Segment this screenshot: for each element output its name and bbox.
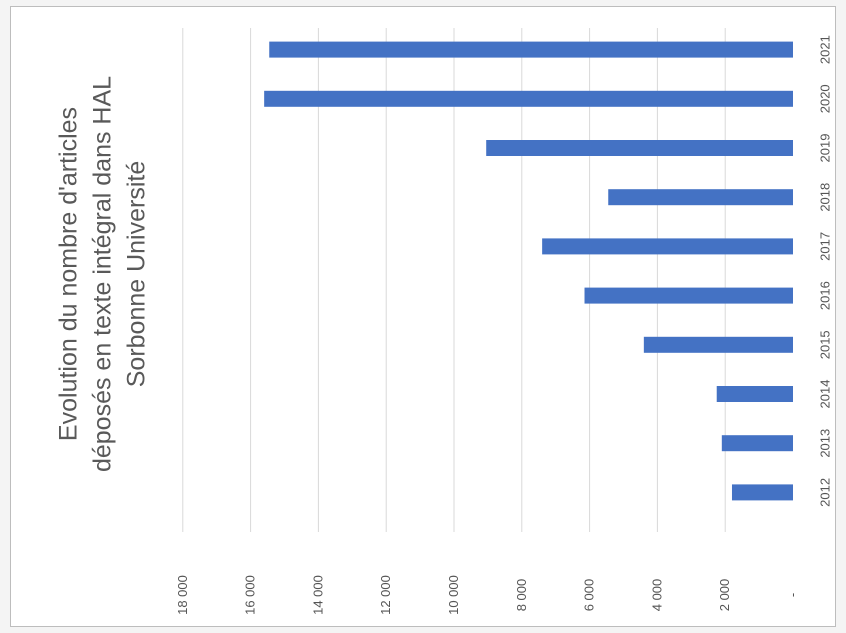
category-label-2012: 2012 (817, 478, 832, 507)
chart-title-line-2: déposés en texte intégral dans HAL (89, 76, 117, 472)
value-tick-label: 10 000 (446, 575, 461, 615)
category-label-2013: 2013 (817, 429, 832, 458)
value-tick-label: 12 000 (378, 575, 393, 615)
category-label-2016: 2016 (817, 281, 832, 310)
bar-2015 (643, 336, 793, 353)
bar-2019 (486, 140, 793, 156)
value-tick-label: 18 000 (175, 575, 190, 615)
value-tick-label: 6 000 (582, 579, 597, 612)
category-axis-ticks: 2012 2013 2014 2015 2016 2017 2018 2019 2020 2021 (817, 35, 832, 507)
category-label-2017: 2017 (817, 232, 832, 261)
value-tick-label: 2 000 (717, 579, 732, 612)
value-tick-label: - (785, 593, 800, 597)
category-label-2015: 2015 (817, 330, 832, 359)
category-label-2021: 2021 (817, 35, 832, 64)
value-tick-label: 16 000 (243, 575, 258, 615)
chart-title-line-1: Evolution du nombre d'articles (55, 107, 83, 441)
value-tick-label: 8 000 (514, 579, 529, 612)
bar-2017 (542, 238, 793, 255)
chart-title-line-3: Sorbonne Université (123, 161, 151, 388)
category-label-2014: 2014 (817, 380, 832, 409)
bar-2016 (584, 287, 793, 304)
bars (264, 41, 793, 501)
category-label-2019: 2019 (817, 134, 832, 163)
chart-frame (10, 6, 836, 627)
bar-2018 (608, 189, 793, 206)
bar-2012 (731, 484, 793, 501)
bar-2013 (721, 435, 793, 452)
chart-title: Evolution du nombre d'articles déposés en… (55, 76, 151, 472)
bar-2014 (716, 386, 793, 402)
value-tick-label: 14 000 (310, 575, 325, 615)
category-label-2018: 2018 (817, 183, 832, 212)
category-label-2020: 2020 (817, 84, 832, 113)
bar-2020 (264, 90, 793, 107)
value-axis-ticks: - 2 000 4 000 6 000 8 000 10 000 12 000 14 000 1… (175, 575, 800, 615)
bar-2021 (269, 41, 793, 58)
value-tick-label: 4 000 (649, 579, 664, 612)
